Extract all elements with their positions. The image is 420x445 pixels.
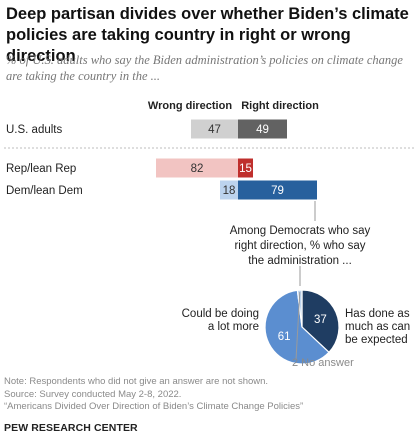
chart-title: Deep partisan divides over whether Biden…: [6, 5, 409, 65]
pew-logo-text: PEW RESEARCH CENTER: [4, 422, 138, 434]
no-answer-label: 2 No answer: [292, 357, 354, 369]
slice-has-done-as-much: [301, 289, 340, 354]
value-label-right-u-s-adults: 49: [256, 124, 269, 136]
no-answer-leader: [295, 292, 301, 361]
bar-wrong-u-s-adults: [191, 119, 238, 139]
legend-wrong-direction: Wrong direction: [148, 100, 232, 112]
could-do-label-line-1: Could be doing: [182, 308, 259, 320]
has-done-label-line-1: Has done as: [345, 308, 410, 320]
bar-right-u-s-adults: [238, 119, 287, 139]
category-label-dem-lean-dem: Dem/lean Dem: [6, 185, 83, 197]
footnotes: Note: Respondents who did not give an an…: [4, 376, 414, 414]
value-label-right-dem-lean-dem: 79: [271, 185, 284, 197]
bar-wrong-rep-lean-rep: [156, 158, 238, 178]
pie-title-line-1: Among Democrats who say: [230, 225, 371, 237]
category-label-rep-lean-rep: Rep/lean Rep: [6, 163, 76, 175]
value-label-wrong-rep-lean-rep: 82: [191, 163, 204, 175]
bar-right-dem-lean-dem: [238, 180, 317, 200]
slice-no-answer: [296, 289, 303, 328]
pie-value-label-could-do: 61: [278, 331, 291, 343]
pie-title-line-2: right direction, % who say: [234, 240, 365, 252]
pie-title-line-3: the administration ...: [248, 255, 352, 267]
slice-could-do-more: [264, 289, 330, 365]
has-done-label-line-3: be expected: [345, 334, 408, 346]
source-text: Source: Survey conducted May 2-8, 2022.: [4, 388, 182, 400]
pie-chart: Among Democrats who say right direction, …: [182, 225, 411, 369]
pie-value-label-has-done: 37: [314, 314, 327, 326]
report-title: “Americans Divided Over Direction of Bid…: [4, 401, 304, 412]
bar-chart: Wrong direction Right direction U.S. adult…: [4, 100, 414, 221]
legend-right-direction: Right direction: [241, 100, 319, 112]
chart-canvas: Wrong direction Right direction U.S. adult…: [4, 100, 414, 369]
bar-wrong-dem-lean-dem: [220, 180, 238, 200]
category-label-u-s-adults: U.S. adults: [6, 124, 62, 136]
note-text: Note: Respondents who did not give an an…: [4, 376, 269, 387]
could-do-label-line-2: a lot more: [208, 321, 259, 333]
chart-subtitle: % of U.S. adults who say the Biden admin…: [6, 53, 403, 83]
bar-right-rep-lean-rep: [238, 158, 253, 178]
has-done-label-line-2: much as can: [345, 321, 410, 333]
value-label-right-rep-lean-rep: 15: [239, 163, 252, 175]
value-label-wrong-dem-lean-dem: 18: [223, 185, 236, 197]
value-label-wrong-u-s-adults: 47: [208, 124, 221, 136]
